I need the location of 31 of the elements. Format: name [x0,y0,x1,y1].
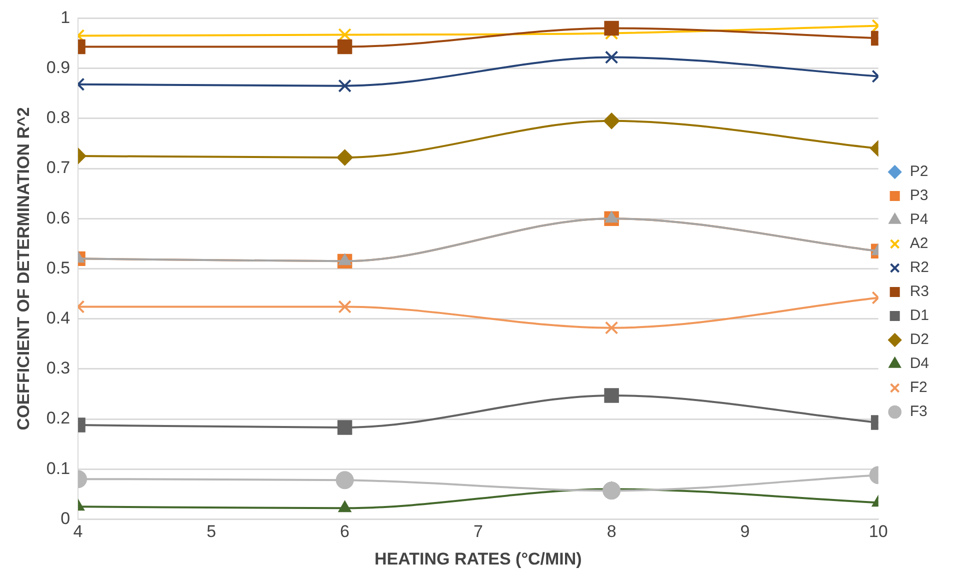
legend-label: D2 [910,331,930,348]
legend-label: P2 [910,163,928,180]
x-tick-label: 6 [340,522,350,542]
x-tick-label: 4 [73,522,83,542]
y-tick-label: 0.4 [46,308,70,328]
x-tick-label: 8 [606,522,616,542]
x-tick-label: 10 [868,522,888,542]
legend-label: A2 [910,235,928,252]
legend-label: F2 [910,379,928,396]
y-tick-label: 0.8 [46,108,70,128]
legend-label: D4 [910,355,930,372]
x-tick-label: 7 [473,522,483,542]
legend-label: F3 [910,403,928,420]
legend-label: P4 [910,211,928,228]
y-tick-label: 0.9 [46,58,70,77]
legend-label: D1 [910,307,930,324]
y-tick-label: 0.5 [46,258,70,278]
legend-label: R3 [910,283,930,300]
y-tick-label: 0.1 [46,458,70,478]
legend-label: P3 [910,187,928,204]
y-tick-label: 0 [60,508,70,528]
y-tick-label: 0.2 [46,408,70,428]
y-tick-label: 1 [60,8,70,27]
y-axis-title: COEFFICIENT OF DETERMINATION R^2 [14,107,33,430]
x-tick-label: 5 [206,522,216,542]
legend-label: R2 [910,259,930,276]
y-tick-label: 0.3 [46,358,70,378]
x-axis-title: HEATING RATES (°C/MIN) [374,549,582,568]
y-tick-label: 0.6 [46,208,70,228]
x-tick-label: 9 [740,522,750,542]
y-tick-label: 0.7 [46,158,70,178]
